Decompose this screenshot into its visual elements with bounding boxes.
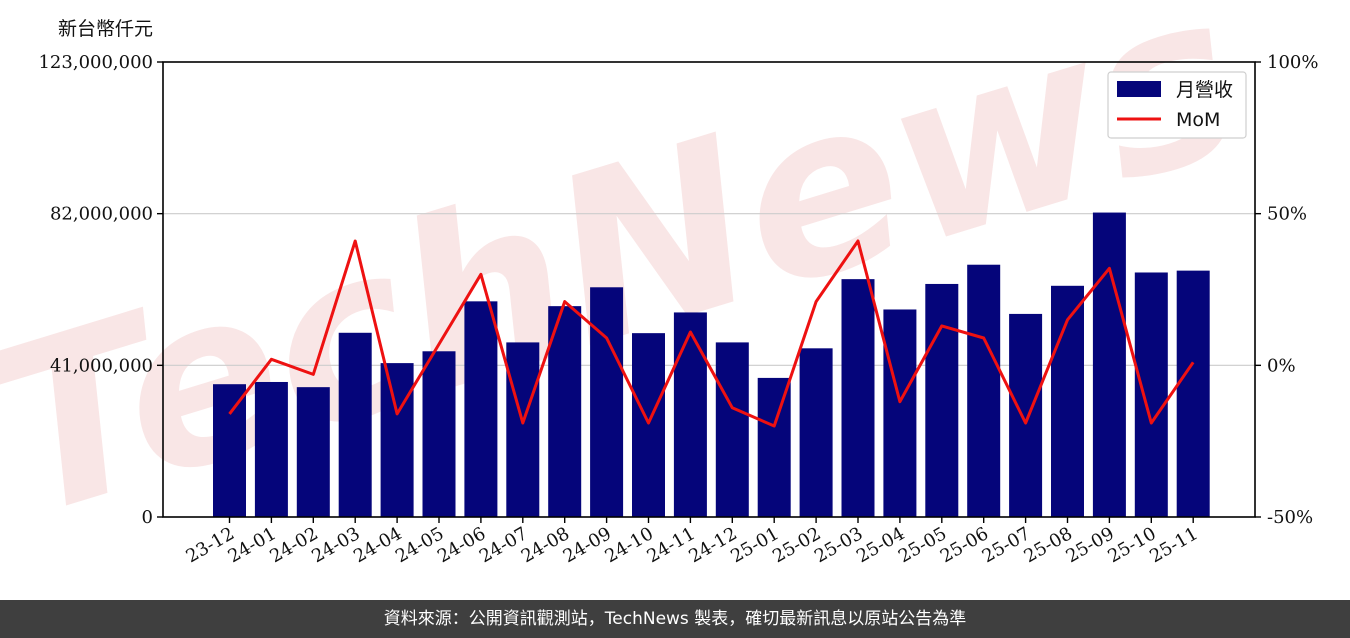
legend-label-mom: MoM (1176, 109, 1220, 131)
bar-24-11 (673, 312, 707, 517)
bar-24-01 (254, 381, 288, 517)
bar-series (213, 212, 1210, 517)
bar-24-09 (590, 287, 624, 517)
right-tick-label-3: 100% (1267, 52, 1318, 73)
bar-25-11 (1176, 270, 1210, 517)
bar-24-03 (338, 332, 372, 517)
right-tick-label-0: -50% (1267, 507, 1313, 528)
bar-25-10 (1134, 272, 1168, 517)
legend-label-revenue: 月營收 (1176, 79, 1233, 101)
bar-25-01 (757, 377, 791, 517)
bar-24-07 (506, 342, 540, 517)
bar-24-10 (632, 333, 665, 517)
bar-25-04 (883, 309, 917, 517)
bar-24-04 (380, 363, 414, 517)
bar-25-02 (799, 348, 833, 517)
right-tick-label-2: 50% (1267, 204, 1307, 225)
bar-24-06 (464, 301, 498, 517)
mom-line (228, 239, 1195, 428)
y-axis-unit-label: 新台幣仟元 (58, 18, 154, 40)
x-tick-label-25-11: 25-11 (1146, 523, 1201, 567)
right-tick-label-1: 0% (1267, 355, 1296, 376)
bar-25-07 (1009, 313, 1043, 517)
bar-24-12 (715, 342, 749, 517)
plot-frame (162, 61, 1256, 518)
bar-23-12 (213, 384, 246, 517)
bar-25-08 (1051, 285, 1084, 517)
left-tick-label-0: 0 (142, 507, 153, 528)
mom-line-series (228, 239, 1195, 428)
bar-24-08 (548, 306, 582, 517)
bar-25-06 (967, 264, 1001, 517)
chart-area: TechNews 0 41,000,000 82,000,000 123,000,00… (0, 0, 1318, 570)
legend: 月營收 MoM (1107, 71, 1247, 139)
left-tick-label-3: 123,000,000 (38, 52, 153, 73)
bar-24-05 (422, 351, 456, 517)
bar-25-09 (1092, 212, 1126, 517)
bar-25-03 (841, 279, 875, 517)
source-footer: 資料來源：公開資訊觀測站，TechNews 製表，確切最新訊息以原站公告為準 (0, 600, 1350, 638)
left-tick-label-1: 41,000,000 (50, 355, 153, 376)
revenue-chart: TechNews 041,000,00082,000,000123,000,00… (0, 0, 1318, 570)
bar-25-05 (925, 283, 959, 517)
bar-24-02 (296, 387, 330, 517)
left-tick-label-2: 82,000,000 (50, 204, 153, 225)
legend-swatch-bar (1117, 81, 1161, 97)
